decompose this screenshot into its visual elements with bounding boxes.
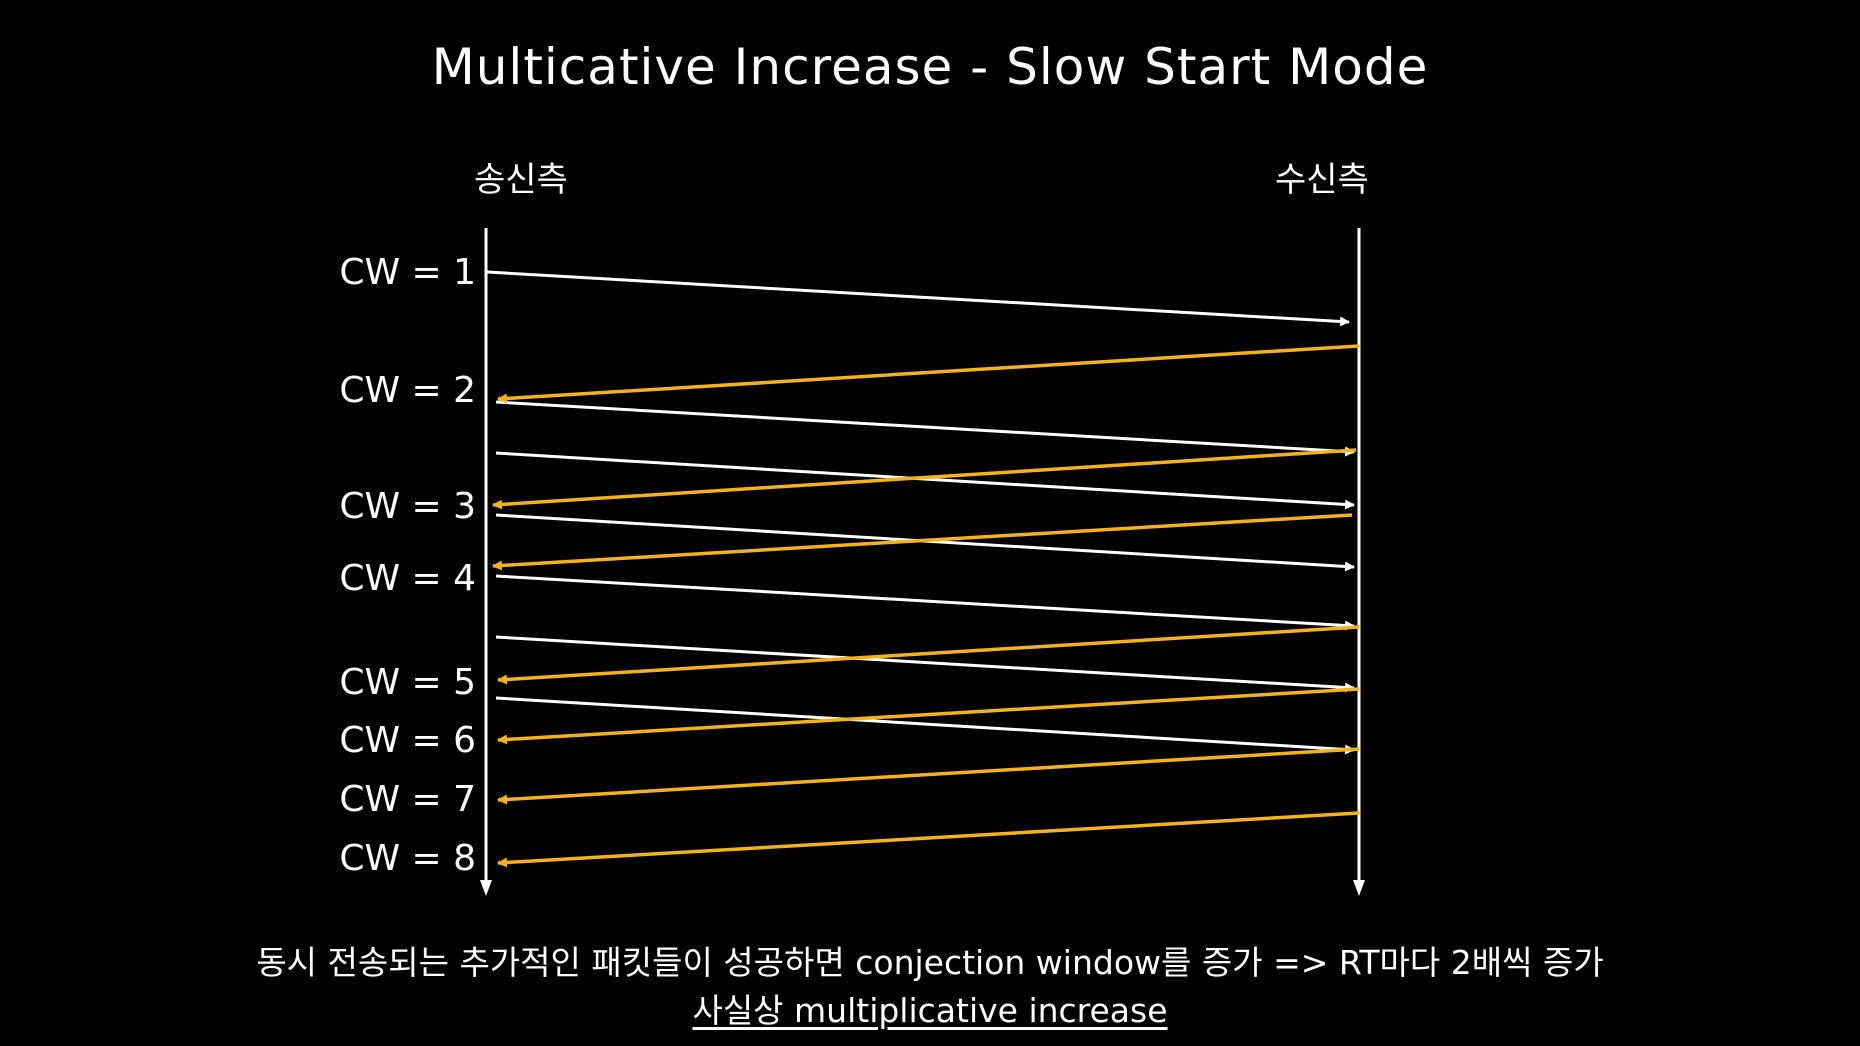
- ack-arrow-1: [497, 344, 1360, 404]
- data-arrow-1: [486, 270, 1350, 327]
- caption-line-1: 동시 전송되는 추가적인 패킷들이 성공하면 conjection window…: [256, 943, 1604, 982]
- cw-label-3: CW = 3: [339, 486, 476, 527]
- sender-timeline-arrow-icon: [480, 880, 492, 896]
- cw-label-2: CW = 2: [339, 370, 476, 411]
- ack-arrow-4: [497, 625, 1360, 685]
- ack-arrow-3: [492, 513, 1353, 571]
- data-arrow-6: [495, 635, 1355, 693]
- sender-label: 송신측: [474, 160, 568, 200]
- ack-arrow-6: [497, 747, 1360, 805]
- data-arrow-7: [495, 696, 1355, 755]
- cw-label-8: CW = 8: [339, 838, 476, 879]
- cw-label-1: CW = 1: [339, 252, 476, 293]
- cw-label-7: CW = 7: [339, 779, 476, 820]
- ack-arrow-5: [497, 687, 1360, 745]
- receiver-timeline-arrow-icon: [1353, 880, 1365, 896]
- ack-arrow-2: [492, 448, 1357, 510]
- data-arrow-2: [495, 400, 1355, 457]
- page-title: Multicative Increase - Slow Start Mode: [431, 38, 1429, 96]
- caption-line-2: 사실상 multiplicative increase: [0, 984, 1860, 1032]
- ack-arrow-7: [497, 811, 1360, 868]
- cw-label-4: CW = 4: [339, 558, 476, 599]
- receiver-label: 수신측: [1275, 160, 1369, 200]
- cw-label-5: CW = 5: [339, 662, 476, 703]
- caption-line-2-text: 사실상 multiplicative increase: [692, 991, 1168, 1030]
- data-arrow-5: [495, 574, 1355, 631]
- cw-label-6: CW = 6: [339, 720, 476, 761]
